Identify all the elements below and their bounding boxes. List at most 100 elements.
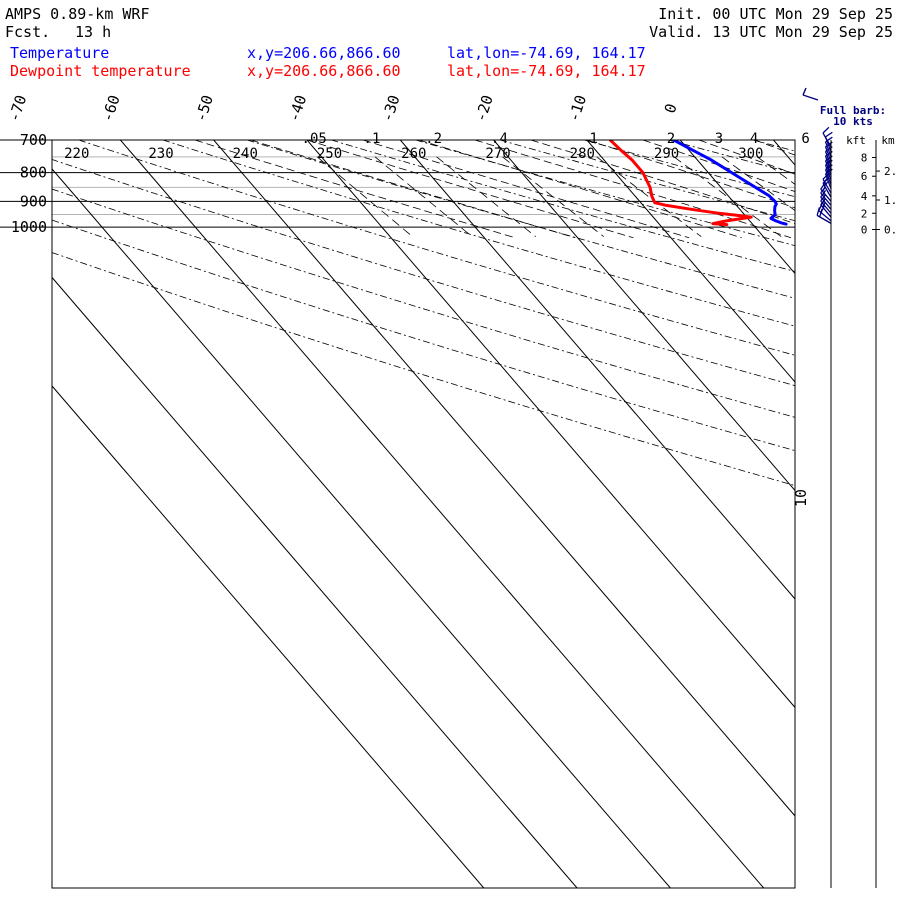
init-time: Init. 00 UTC Mon 29 Sep 25 <box>658 5 893 23</box>
dry-adiabat-line <box>584 140 795 198</box>
mixing-ratio-label: 3 <box>715 131 723 147</box>
kft-tick-label: 0 <box>861 223 868 236</box>
isotherm-line <box>399 140 795 600</box>
isotherm-label: -70 <box>5 93 30 124</box>
dry-adiabat-line <box>52 219 795 452</box>
dry-adiabat-line <box>162 140 795 327</box>
legend-temperature-latlon: lat,lon=-74.69, 164.17 <box>447 44 646 62</box>
forecast-hours: 13 h <box>75 23 112 41</box>
isotherm-line <box>773 140 795 166</box>
dry-adiabat-line <box>668 140 795 174</box>
mixing-ratio-label: 4 <box>750 131 758 147</box>
mixing-ratio-line <box>673 156 782 237</box>
dry-adiabat-line <box>78 140 795 356</box>
mixing-ratio-label: 6 <box>801 131 809 147</box>
isotherm-line <box>306 140 795 709</box>
mixing-ratio-label: 1 <box>589 131 597 147</box>
pressure-label: 1000 <box>11 218 47 236</box>
isotherm-line <box>493 140 795 492</box>
km-unit-label: km <box>881 134 895 147</box>
dry-adiabat-line <box>752 140 795 152</box>
legend-dewpoint-latlon: lat,lon=-74.69, 164.17 <box>447 62 646 80</box>
wind-barb-staff <box>824 155 832 172</box>
dry-adiabat-line <box>247 140 795 299</box>
mixing-ratio-line <box>436 156 537 237</box>
dry-adiabat-label: 280 <box>570 146 595 162</box>
wind-barbs <box>816 126 833 224</box>
kft-tick-label: 6 <box>861 170 868 183</box>
kft-tick-label: 8 <box>861 151 868 164</box>
dewpoint-trace <box>608 140 753 227</box>
pressure-label: 900 <box>20 192 47 210</box>
barb-note-line1: Full barb: <box>820 104 886 117</box>
plot-frame <box>51 139 796 889</box>
isotherm-label: -20 <box>471 93 496 124</box>
dry-adiabat-line <box>499 140 795 222</box>
moist-adiabat-line <box>698 140 795 175</box>
mixing-ratio-line <box>596 156 702 237</box>
km-tick-label: 0. <box>884 223 897 236</box>
dry-adiabat-label: 230 <box>148 146 173 162</box>
side-edge-label: 10 <box>792 489 810 507</box>
wind-barb-full <box>825 131 833 138</box>
height-axis: 0 2 4 6 8 0. 1. 2. <box>802 87 897 888</box>
mixing-ratio-line <box>721 156 795 211</box>
isotherm-line <box>679 140 795 275</box>
pressure-label: 700 <box>20 131 47 149</box>
moist-adiabat-line <box>194 140 516 239</box>
mixing-ratio-line <box>756 156 795 185</box>
dry-adiabat-label: 290 <box>654 146 679 162</box>
isotherm-label: 0 <box>661 101 681 115</box>
pressure-label: 800 <box>20 164 47 182</box>
isotherm-line <box>52 276 578 888</box>
isotherm-label: -10 <box>565 93 590 124</box>
legend-temperature-label: Temperature <box>10 44 110 62</box>
temperature-trace <box>672 140 788 226</box>
forecast-label: Fcst. <box>5 23 51 41</box>
moist-adiabat-line <box>418 140 742 239</box>
kft-unit-label: kft <box>846 134 866 147</box>
isotherm-line <box>52 168 671 888</box>
legend-dewpoint-label: Dewpoint temperature <box>10 62 191 80</box>
dry-adiabat-label: 240 <box>233 146 258 162</box>
mixing-ratio-label: .05 <box>302 131 327 147</box>
wind-barb-full <box>822 126 830 134</box>
dry-adiabat-label: 270 <box>485 146 510 162</box>
wind-barb-staff <box>824 146 832 162</box>
mixing-ratio-label: 2 <box>667 131 675 147</box>
moist-adiabat-line <box>250 140 576 239</box>
isotherm-line <box>120 140 765 888</box>
moist-adiabat-line <box>642 140 795 193</box>
barb-sample-icon <box>802 94 819 101</box>
isotherm-label: -60 <box>98 93 123 124</box>
mixing-ratio-label: .2 <box>425 131 442 147</box>
isotherm-line <box>586 140 795 383</box>
moist-adiabat-line <box>306 140 634 239</box>
dry-adiabat-line <box>331 140 795 272</box>
isotherm-line <box>52 385 485 888</box>
isotherm-line <box>867 140 900 888</box>
moist-adiabat-line <box>362 140 690 239</box>
isotherm-line <box>213 140 795 817</box>
dry-adiabat-line <box>52 188 795 418</box>
kft-tick-label: 4 <box>861 190 868 203</box>
dry-adiabat-line <box>415 140 795 247</box>
isotherm-label: -50 <box>191 93 216 124</box>
mixing-ratio-label: .4 <box>491 131 508 147</box>
wind-barb-staff <box>822 132 832 148</box>
kft-tick-label: 2 <box>861 207 868 220</box>
profile-traces <box>608 140 788 227</box>
isotherm-label: -40 <box>285 93 310 124</box>
wind-barb-staff <box>824 151 832 167</box>
valid-time: Valid. 13 UTC Mon 29 Sep 25 <box>649 23 893 41</box>
wind-barb-full <box>820 204 826 213</box>
mixing-ratio-line <box>316 156 413 237</box>
dry-adiabat-label: 300 <box>738 146 763 162</box>
wind-barb-staff <box>824 141 832 158</box>
thermo-background-lines <box>52 140 900 888</box>
mixing-ratio-label: .1 <box>364 131 381 147</box>
isotherm-label: -30 <box>378 93 403 124</box>
dry-adiabat-line <box>837 140 900 884</box>
barb-sample-flag-icon <box>802 87 807 96</box>
dry-adiabat-line <box>52 159 795 387</box>
